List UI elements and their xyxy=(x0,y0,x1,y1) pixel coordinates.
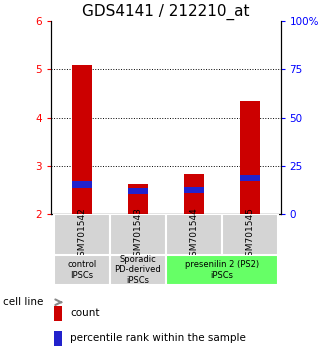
Text: control
IPSCs: control IPSCs xyxy=(67,260,97,280)
Bar xyxy=(240,101,259,214)
Bar xyxy=(54,306,62,321)
Text: percentile rank within the sample: percentile rank within the sample xyxy=(70,333,246,343)
Bar xyxy=(240,175,259,181)
Bar xyxy=(184,187,204,193)
Bar xyxy=(110,255,166,285)
Text: presenilin 2 (PS2)
iPSCs: presenilin 2 (PS2) iPSCs xyxy=(185,260,259,280)
Bar xyxy=(54,331,62,346)
Bar xyxy=(128,188,148,194)
Text: count: count xyxy=(70,308,100,318)
Bar xyxy=(110,214,166,255)
Bar xyxy=(72,65,92,214)
Text: GSM701542: GSM701542 xyxy=(78,207,86,262)
Bar xyxy=(184,174,204,214)
Text: GSM701544: GSM701544 xyxy=(189,207,198,262)
Text: GSM701545: GSM701545 xyxy=(245,207,254,262)
Bar xyxy=(128,184,148,214)
Bar xyxy=(166,255,278,285)
Text: cell line: cell line xyxy=(3,297,44,307)
Bar xyxy=(166,214,222,255)
Title: GDS4141 / 212210_at: GDS4141 / 212210_at xyxy=(82,4,249,20)
Text: GSM701543: GSM701543 xyxy=(133,207,142,262)
Bar xyxy=(54,255,110,285)
Text: Sporadic
PD-derived
iPSCs: Sporadic PD-derived iPSCs xyxy=(115,255,161,285)
Bar xyxy=(72,181,92,188)
Bar xyxy=(222,214,278,255)
Bar xyxy=(54,214,110,255)
